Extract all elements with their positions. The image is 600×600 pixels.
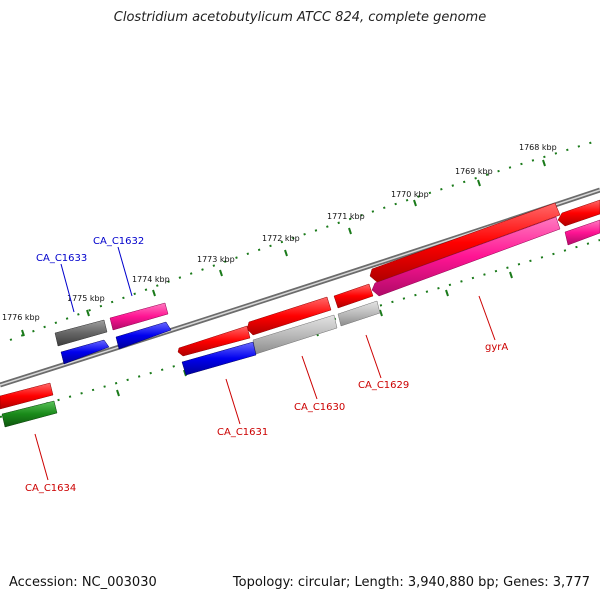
gene-arrow-red-right (557, 199, 600, 227)
gene-arrow-gyrA (371, 216, 561, 297)
gene-arrow-gray-CA_C1629 (337, 300, 381, 327)
forward-strand-genes (0, 199, 600, 428)
accession-text: Accession: NC_003030 (9, 575, 157, 590)
gene-arrow-green-CA_C1634 (1, 400, 58, 428)
gene-arrow-red-1773 (177, 325, 251, 357)
outer-major-ticks (21, 159, 546, 337)
gene-arrow-red-top (369, 202, 561, 283)
gene-label-CA_C1630: CA_C1630 (294, 402, 345, 413)
gene-arrow-red-1771 (333, 283, 374, 309)
gene-arrow-blue-CA_C1632 (115, 321, 172, 350)
gene-arrow-gray-CA_C1633 (54, 319, 108, 347)
scale-labels: 1768 kbp 1769 kbp 1770 kbp 1771 kbp 1772… (2, 143, 557, 322)
gene-arrow-gray-CA_C1630 (252, 314, 338, 355)
tick-label: 1768 kbp (519, 143, 557, 152)
gene-label-CA_C1634: CA_C1634 (25, 483, 76, 494)
tick-label: 1775 kbp (67, 294, 105, 303)
gene-arrow-magenta-right (564, 219, 600, 246)
tick-label: 1776 kbp (2, 313, 40, 322)
tick-label: 1774 kbp (132, 275, 170, 284)
gene-label-CA_C1633: CA_C1633 (36, 253, 87, 264)
gene-arrow-blue-CA_C1631 (181, 341, 257, 376)
map-title: Clostridium acetobutylicum ATCC 824, com… (113, 10, 487, 25)
gene-label-gyrA: gyrA (485, 342, 508, 353)
tick-label: 1773 kbp (197, 255, 235, 264)
tick-label: 1772 kbp (262, 234, 300, 243)
label-leaders (34, 246, 496, 481)
gene-arrow-magenta-CA_C1632 (109, 302, 169, 331)
tick-label: 1770 kbp (391, 190, 429, 199)
gene-label-CA_C1632: CA_C1632 (93, 236, 144, 247)
tick-label: 1771 kbp (327, 212, 365, 221)
gene-label-CA_C1631: CA_C1631 (217, 427, 268, 438)
gene-arrow-blue-CA_C1633 (60, 339, 110, 365)
gene-labels: CA_C1633 CA_C1632 gyrA CA_C1629 CA_C1630… (25, 236, 508, 494)
gene-arrow-red-CA_C1634 (0, 382, 54, 410)
genome-summary-text: Topology: circular; Length: 3,940,880 bp… (232, 575, 590, 590)
tick-label: 1769 kbp (455, 167, 493, 176)
gene-label-CA_C1629: CA_C1629 (358, 380, 409, 391)
